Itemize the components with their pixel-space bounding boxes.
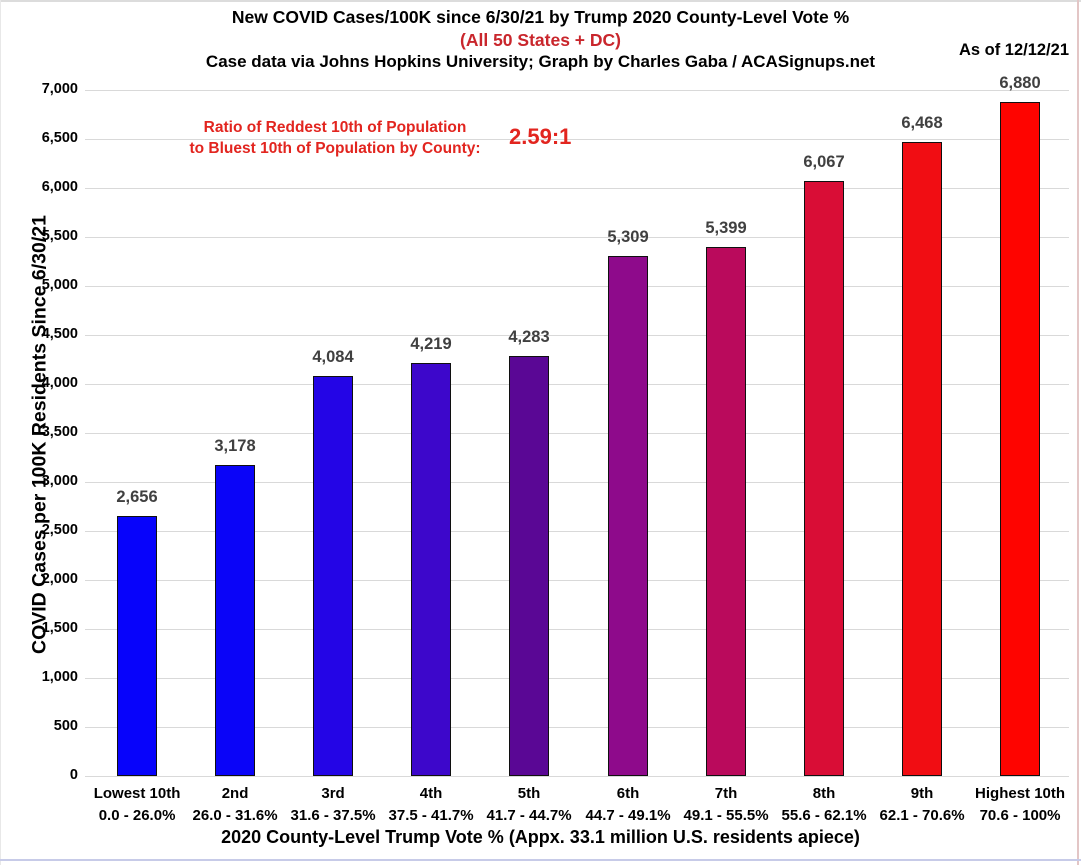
bar [509, 356, 549, 776]
bar-value-label: 3,178 [214, 437, 256, 455]
bar [215, 465, 255, 776]
gridline [85, 531, 1069, 532]
x-tick-range: 49.1 - 55.5% [683, 807, 769, 824]
x-tick-category: 3rd [321, 785, 345, 802]
x-tick-category: 6th [616, 785, 640, 802]
x-axis-title: 2020 County-Level Trump Vote % (Appx. 33… [221, 827, 860, 847]
y-axis-tick-label: 1,500 [41, 620, 78, 636]
chart-credit: Case data via Johns Hopkins University; … [205, 52, 876, 71]
window-edge-bottom [0, 859, 1081, 861]
x-axis-tick-label: Lowest 10th 0.0 - 26.0% [84, 783, 190, 827]
y-axis-tick-label: 6,500 [41, 130, 78, 146]
x-axis-tick-label: 9th 62.1 - 70.6% [869, 783, 975, 827]
bar [608, 256, 648, 776]
bar [117, 516, 157, 776]
window-edge-top [0, 0, 1081, 2]
chart-subtitle: (All 50 States + DC) [460, 30, 621, 50]
gridline [85, 384, 1069, 385]
x-axis-tick-label: 5th 41.7 - 44.7% [476, 783, 582, 827]
bar-value-label: 2,656 [116, 488, 158, 506]
y-axis-tick-label: 3,500 [41, 424, 78, 440]
gridline [85, 482, 1069, 483]
gridline [85, 727, 1069, 728]
x-axis-tick-label: Highest 10th 70.6 - 100% [967, 783, 1073, 827]
x-tick-category: 8th [812, 785, 836, 802]
x-axis-tick-label: 7th 49.1 - 55.5% [673, 783, 779, 827]
bar [804, 181, 844, 776]
x-tick-category: 5th [517, 785, 541, 802]
gridline [85, 237, 1069, 238]
y-axis-tick-label: 3,000 [41, 473, 78, 489]
y-axis-tick-label: 0 [69, 767, 78, 783]
ratio-annotation: Ratio of Reddest 10th of Population to B… [155, 117, 515, 159]
x-tick-range: 0.0 - 26.0% [98, 807, 176, 824]
bar-value-label: 4,283 [508, 328, 550, 346]
bar-value-label: 6,880 [999, 74, 1041, 92]
ratio-annotation-line1: Ratio of Reddest 10th of Population [203, 119, 467, 136]
y-axis-tick-label: 5,000 [41, 277, 78, 293]
window-edge-left [0, 0, 1, 865]
gridline [85, 335, 1069, 336]
bar-value-label: 5,399 [705, 219, 747, 237]
bar-value-label: 4,084 [312, 348, 354, 366]
y-axis-tick-label: 5,500 [41, 228, 78, 244]
x-tick-range: 26.0 - 31.6% [192, 807, 278, 824]
bar-value-label: 4,219 [410, 335, 452, 353]
gridline [85, 139, 1069, 140]
x-tick-category: 9th [910, 785, 934, 802]
bar [902, 142, 942, 776]
window-edge-right [1077, 0, 1079, 865]
x-tick-range: 37.5 - 41.7% [388, 807, 474, 824]
x-tick-category: Highest 10th [975, 785, 1066, 802]
x-tick-category: 4th [419, 785, 443, 802]
bar [1000, 102, 1040, 776]
gridline [85, 188, 1069, 189]
y-axis-tick-label: 4,000 [41, 375, 78, 391]
x-tick-category: 7th [714, 785, 738, 802]
x-axis-tick-label: 2nd 26.0 - 31.6% [182, 783, 288, 827]
gridline [85, 629, 1069, 630]
gridline [85, 433, 1069, 434]
bar-value-label: 5,309 [607, 228, 649, 246]
y-axis-tick-label: 6,000 [41, 179, 78, 195]
x-tick-range: 62.1 - 70.6% [879, 807, 965, 824]
bar [411, 363, 451, 776]
bar [313, 376, 353, 776]
bar-value-label: 6,468 [901, 114, 943, 132]
as-of-date: As of 12/12/21 [958, 41, 1069, 59]
y-axis-tick-label: 500 [53, 718, 78, 734]
x-tick-category: 2nd [221, 785, 249, 802]
x-tick-category: Lowest 10th [93, 785, 181, 802]
chart-title: New COVID Cases/100K since 6/30/21 by Tr… [231, 7, 850, 27]
x-tick-range: 70.6 - 100% [979, 807, 1061, 824]
x-tick-range: 41.7 - 44.7% [486, 807, 572, 824]
x-tick-range: 55.6 - 62.1% [781, 807, 867, 824]
ratio-annotation-line2: to Bluest 10th of Population by County: [189, 140, 481, 157]
x-axis-tick-label: 8th 55.6 - 62.1% [771, 783, 877, 827]
gridline [85, 580, 1069, 581]
gridline [85, 776, 1069, 777]
bar-value-label: 6,067 [803, 153, 845, 171]
bar [706, 247, 746, 776]
y-axis-tick-label: 2,500 [41, 522, 78, 538]
x-tick-range: 44.7 - 49.1% [585, 807, 671, 824]
y-axis-tick-label: 2,000 [41, 571, 78, 587]
x-axis-tick-label: 3rd 31.6 - 37.5% [280, 783, 386, 827]
gridline [85, 90, 1069, 91]
ratio-value: 2.59:1 [509, 124, 572, 149]
gridline [85, 678, 1069, 679]
x-axis-tick-label: 4th 37.5 - 41.7% [378, 783, 484, 827]
y-axis-title: COVID Cases per 100K Residents Since 6/3… [28, 215, 51, 654]
y-axis-tick-label: 4,500 [41, 326, 78, 342]
gridline [85, 286, 1069, 287]
x-axis-tick-label: 6th 44.7 - 49.1% [575, 783, 681, 827]
x-tick-range: 31.6 - 37.5% [290, 807, 376, 824]
y-axis-tick-label: 7,000 [41, 81, 78, 97]
y-axis-tick-label: 1,000 [41, 669, 78, 685]
